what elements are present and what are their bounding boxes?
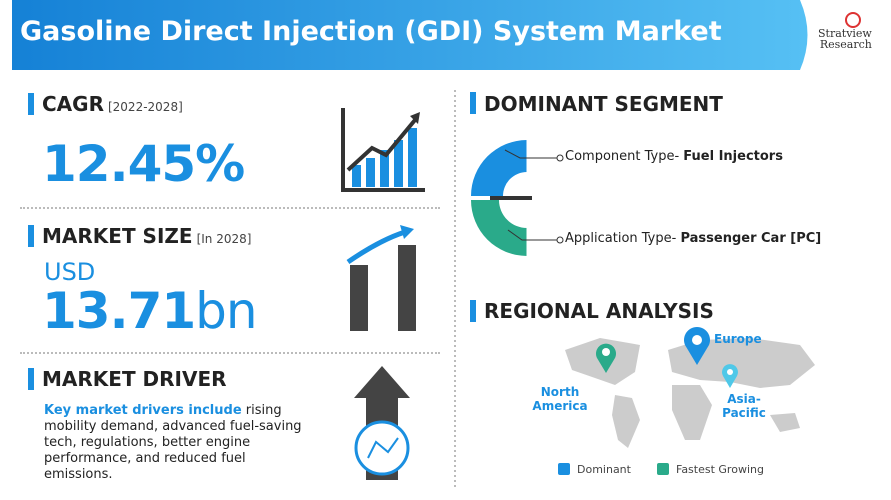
- header-banner: [12, 0, 808, 70]
- marker: [470, 92, 476, 114]
- separator: [20, 207, 440, 209]
- legend-swatch: [558, 463, 570, 475]
- marker: [28, 225, 34, 247]
- logo-icon: [845, 12, 861, 28]
- bars-icon: [346, 225, 416, 331]
- cagr-label: CAGR: [42, 92, 104, 116]
- heading: MARKET DRIVER: [42, 367, 227, 391]
- size-value: 13.71bn: [42, 282, 258, 340]
- driver-text: Key market drivers include rising mobili…: [44, 403, 316, 483]
- segment-name: Passenger Car [PC]: [680, 231, 822, 246]
- segment-application: [471, 200, 527, 256]
- logo-name: Stratview: [818, 27, 872, 40]
- period: [In 2028]: [196, 232, 252, 246]
- segment-type: Application Type-: [565, 231, 681, 246]
- legend-label: Dominant: [577, 463, 631, 476]
- region-label: Europe: [714, 332, 762, 346]
- growth-icon: [341, 108, 425, 192]
- segment-dominant: [471, 140, 527, 196]
- separator: [20, 352, 440, 354]
- heading: REGIONAL ANALYSIS: [484, 299, 714, 323]
- currency: USD: [44, 258, 96, 286]
- legend-label: Fastest Growing: [676, 463, 764, 476]
- segment-type: Component Type-: [565, 149, 684, 164]
- cagr-value: 12.45%: [42, 135, 245, 193]
- region-label: Asia-Pacific: [722, 392, 766, 420]
- region-label: North America: [532, 385, 588, 413]
- heading: MARKET SIZE [In 2028]: [42, 224, 251, 248]
- size-number: 13.71: [42, 282, 196, 340]
- heading: CAGR [2022-2028]: [42, 92, 183, 116]
- driver-lead: Key market drivers include: [44, 403, 242, 418]
- logo-sub: Research: [819, 38, 872, 51]
- size-unit: bn: [195, 282, 257, 340]
- driver-icon: [354, 366, 410, 480]
- marker: [28, 93, 34, 115]
- period: [2022-2028]: [107, 100, 183, 114]
- segment-label: Application Type- Passenger Car [PC]: [565, 231, 821, 246]
- title: Gasoline Direct Injection (GDI) System M…: [20, 16, 722, 47]
- marker: [28, 368, 34, 390]
- segment-label: Component Type- Fuel Injectors: [565, 149, 783, 164]
- heading: DOMINANT SEGMENT: [484, 92, 723, 116]
- pins: [596, 326, 739, 388]
- size-label: MARKET SIZE: [42, 224, 193, 248]
- leader: [507, 229, 560, 241]
- logo: Stratview Research: [818, 28, 872, 50]
- driver-body: rising mobility demand, advanced fuel-sa…: [44, 403, 302, 482]
- legend-swatch: [657, 463, 669, 475]
- segment-name: Fuel Injectors: [683, 149, 783, 164]
- marker: [470, 300, 476, 322]
- leader: [504, 149, 560, 159]
